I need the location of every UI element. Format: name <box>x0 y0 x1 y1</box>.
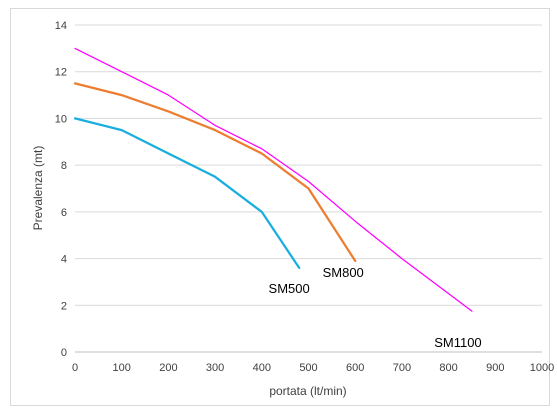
y-tick-label: 8 <box>61 160 67 172</box>
gridlines <box>75 24 542 306</box>
y-tick-label: 0 <box>61 347 67 359</box>
series-line-sm1100 <box>74 47 473 312</box>
y-tick-label: 2 <box>61 300 67 312</box>
y-tick-label: 14 <box>55 20 67 32</box>
x-tick-label: 200 <box>159 362 177 374</box>
x-tick-label: 400 <box>253 362 271 374</box>
x-tick-label: 0 <box>72 362 78 374</box>
x-tick-label: 800 <box>439 362 457 374</box>
x-tick-label: 500 <box>299 362 317 374</box>
series-line-sm500 <box>73 117 301 270</box>
series-label-sm800: SM800 <box>323 265 364 280</box>
chart-area <box>10 8 550 406</box>
x-tick-label: 100 <box>113 362 131 374</box>
x-tick-labels: 0 100 200 300 400 500 600 700 800 900 1000 <box>72 362 554 374</box>
y-tick-label: 6 <box>61 207 67 219</box>
x-tick-label: 600 <box>346 362 364 374</box>
x-tick-label: 700 <box>393 362 411 374</box>
y-tick-labels: 0 2 4 6 8 10 12 14 <box>55 20 67 359</box>
x-tick-label: 900 <box>486 362 504 374</box>
y-tick-label: 12 <box>55 67 67 79</box>
series-label-sm500: SM500 <box>269 281 310 296</box>
series-labels: SM500 SM800 SM1100 <box>269 265 482 350</box>
x-tick-label: 1000 <box>530 362 554 374</box>
y-tick-label: 4 <box>61 254 67 266</box>
y-tick-label: 10 <box>55 113 67 125</box>
series-line-sm800 <box>73 82 357 263</box>
y-axis-title: Prevalenza (mt) <box>31 146 45 231</box>
series-lines <box>73 47 473 312</box>
x-tick-label: 300 <box>206 362 224 374</box>
x-axis-title: portata (lt/min) <box>269 384 346 398</box>
series-label-sm1100: SM1100 <box>434 335 481 350</box>
